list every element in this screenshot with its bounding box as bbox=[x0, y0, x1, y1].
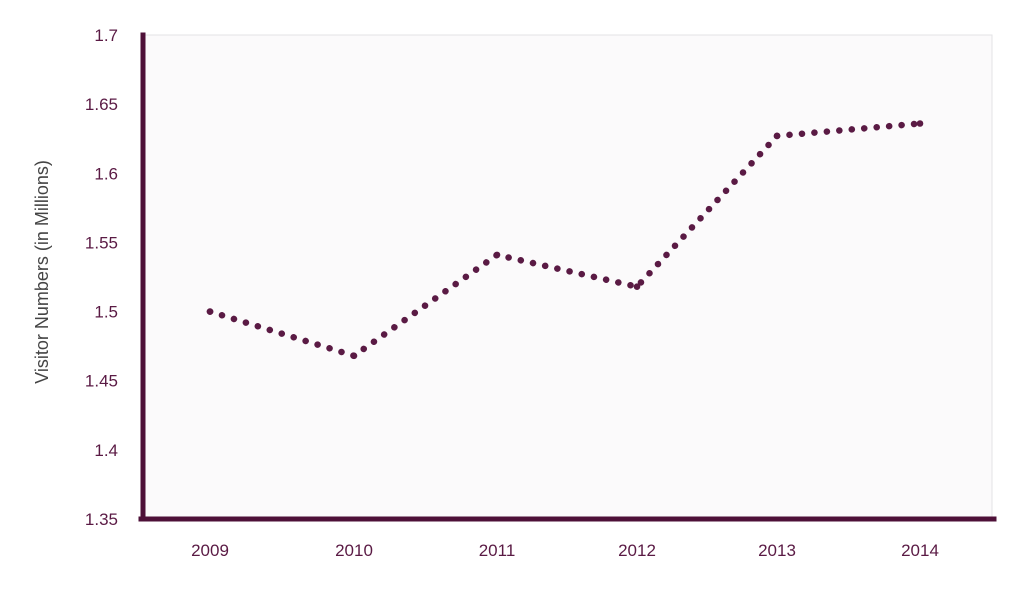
x-tick-label: 2012 bbox=[618, 541, 656, 560]
data-point bbox=[773, 132, 781, 140]
data-point bbox=[350, 352, 358, 360]
data-point bbox=[633, 283, 641, 290]
y-tick-label: 1.5 bbox=[94, 303, 118, 322]
x-tick-label: 2014 bbox=[901, 541, 939, 560]
x-tick-labels: 2009 2010 2011 2012 2013 2014 bbox=[191, 541, 939, 560]
series-group bbox=[206, 120, 924, 360]
y-tick-label: 1.6 bbox=[94, 164, 118, 183]
y-axis-title: Visitor Numbers (in Millions) bbox=[32, 160, 52, 384]
x-tick-label: 2009 bbox=[191, 541, 229, 560]
y-tick-label: 1.45 bbox=[85, 372, 118, 391]
x-tick-label: 2010 bbox=[335, 541, 373, 560]
series-line bbox=[206, 120, 924, 360]
data-point bbox=[493, 251, 501, 259]
y-tick-labels: 1.35 1.4 1.45 1.5 1.55 1.6 1.65 1.7 bbox=[85, 26, 118, 529]
data-point bbox=[206, 308, 214, 315]
x-tick-label: 2011 bbox=[479, 541, 516, 560]
y-tick-label: 1.55 bbox=[85, 233, 118, 252]
x-tick-label: 2013 bbox=[758, 541, 796, 560]
data-point bbox=[916, 120, 924, 127]
plot-background bbox=[142, 34, 993, 520]
y-tick-label: 1.7 bbox=[94, 26, 118, 45]
y-tick-label: 1.65 bbox=[85, 95, 118, 114]
y-tick-label: 1.4 bbox=[94, 441, 118, 460]
y-tick-label: 1.35 bbox=[85, 510, 118, 529]
